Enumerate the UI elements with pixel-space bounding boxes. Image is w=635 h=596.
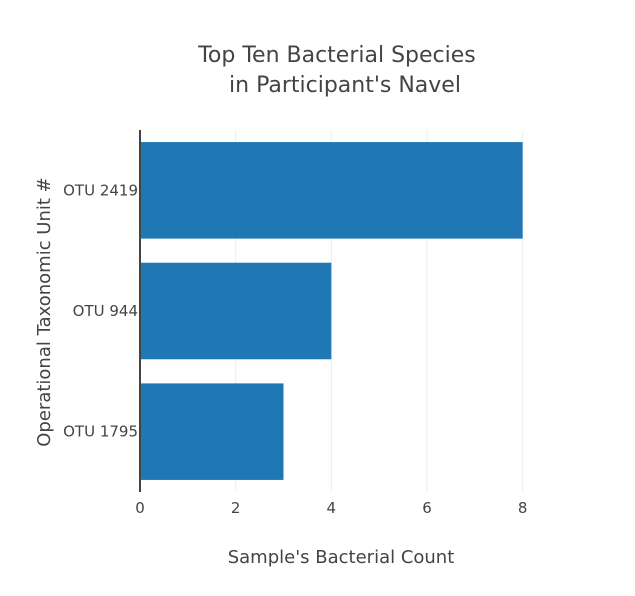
bar[interactable] [140, 383, 284, 480]
label-layer: 0 2 4 6 8 OTU 2419 OTU 944 OTU 1795 [63, 181, 527, 517]
x-tick-label: 6 [422, 499, 432, 517]
y-tick-label: OTU 2419 [63, 181, 138, 199]
x-tick-label: 0 [135, 499, 145, 517]
x-tick-label: 8 [518, 499, 528, 517]
chart-title-line-1: Top Ten Bacterial Species [197, 43, 476, 68]
x-axis-title: Sample's Bacterial Count [228, 547, 455, 568]
bar[interactable] [140, 262, 332, 360]
y-tick-label: OTU 1795 [63, 423, 138, 441]
chart-title-line-2: in Participant's Navel [229, 73, 461, 98]
bar[interactable] [140, 142, 523, 239]
x-tick-label: 4 [327, 499, 337, 517]
y-axis-title: Operational Taxonomic Unit # [34, 177, 55, 447]
y-tick-label: OTU 944 [73, 302, 138, 320]
x-tick-label: 2 [231, 499, 241, 517]
bar-layer [140, 142, 523, 480]
